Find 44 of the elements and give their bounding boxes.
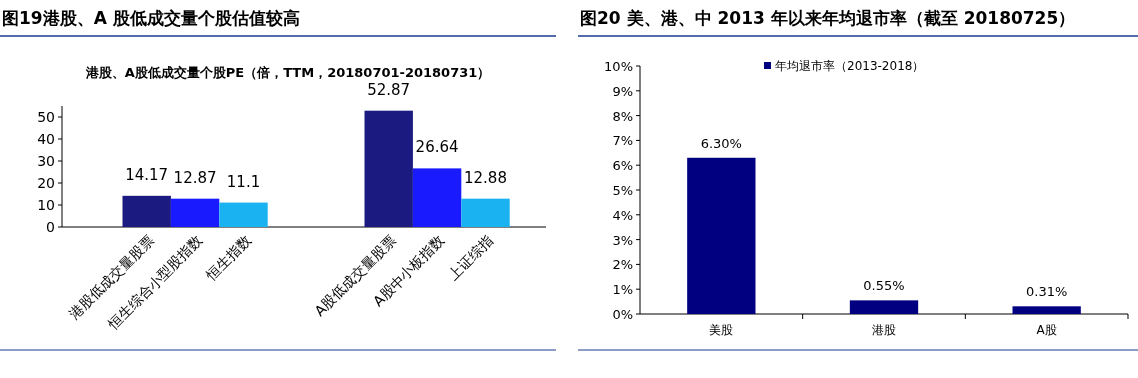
y-tick-label: 5% [612, 183, 633, 198]
x-tick-label: 港股 [872, 323, 896, 337]
x-tick-label: A股 [1036, 323, 1057, 337]
y-tick-label: 3% [612, 232, 633, 248]
data-label: 26.64 [415, 138, 459, 157]
bar [122, 195, 171, 227]
data-label: 52.87 [367, 80, 411, 99]
data-label: 0.31% [1026, 284, 1068, 300]
bar [412, 168, 462, 227]
x-tick-label: 美股 [709, 323, 734, 337]
bar [364, 110, 413, 227]
y-tick-label: 2% [612, 257, 633, 273]
chart-subtitle: 港股、A股低成交量个股PE（倍，TTM，20180701-20180731） [84, 65, 491, 80]
data-label: 12.87 [173, 168, 217, 187]
y-tick-label: 9% [612, 83, 633, 99]
data-label: 6.30% [700, 135, 742, 151]
y-tick-label: 6% [612, 158, 633, 174]
y-tick-label: 4% [612, 207, 633, 223]
data-label: 11.1 [226, 172, 261, 191]
y-tick-label: 0% [612, 307, 633, 322]
y-tick-label: 10 [37, 197, 55, 213]
legend: 年均退市率（2013-2018） [764, 59, 925, 73]
x-tick-label: 恒生指数 [202, 231, 254, 284]
bar [687, 157, 756, 314]
y-tick-label: 30 [37, 153, 55, 169]
y-tick-label: 40 [37, 131, 55, 147]
y-tick-label: 50 [37, 109, 55, 125]
bar [461, 198, 510, 227]
chart-title: 图20 美、港、中 2013 年以来年均退市率（截至 20180725） [580, 8, 1076, 28]
data-label: 14.17 [125, 165, 169, 184]
chart-title: 图19港股、A 股低成交量个股估值较高 [2, 8, 300, 28]
y-tick-label: 10% [604, 59, 633, 74]
bar [219, 202, 268, 227]
y-tick-label: 20 [37, 175, 55, 191]
bar [849, 300, 919, 314]
y-tick-label: 0 [46, 219, 55, 235]
x-tick-label: 上证综指 [444, 231, 496, 283]
bar [1012, 306, 1081, 314]
y-tick-label: 7% [612, 133, 633, 149]
data-label: 0.55% [863, 278, 905, 294]
bar [170, 198, 220, 227]
data-label: 12.88 [464, 168, 507, 187]
y-tick-label: 8% [612, 108, 633, 124]
y-tick-label: 1% [612, 282, 633, 298]
